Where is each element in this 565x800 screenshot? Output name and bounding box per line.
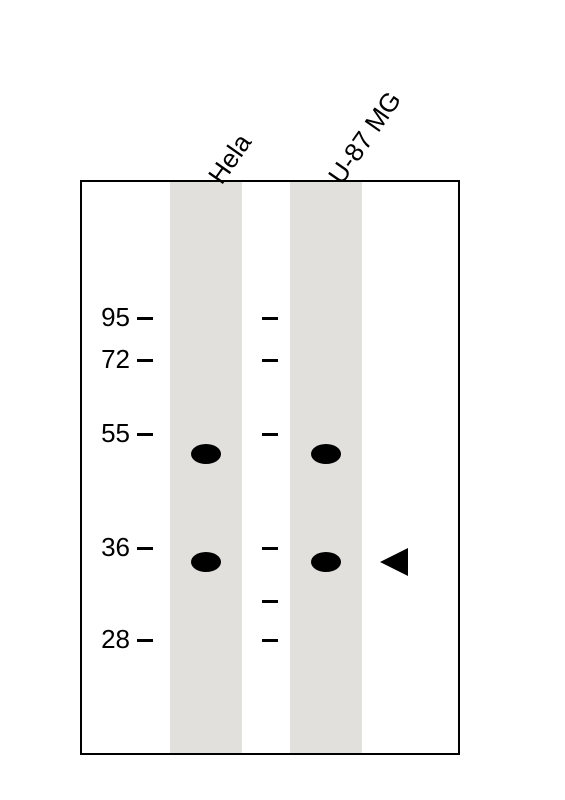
lane-hela (170, 182, 242, 753)
lane-u87mg (290, 182, 362, 753)
tick-mid-72 (262, 359, 278, 362)
tick-mid-36 (262, 547, 278, 550)
band-hela-lower (191, 552, 221, 572)
mw-label-36: 36 (86, 532, 130, 563)
tick-mid-extra (262, 600, 278, 603)
tick-left-95 (137, 317, 153, 320)
mw-label-28: 28 (86, 624, 130, 655)
band-u87-lower (311, 552, 341, 572)
tick-mid-28 (262, 639, 278, 642)
blot-frame (80, 180, 460, 755)
tick-mid-55 (262, 433, 278, 436)
band-u87-upper (311, 444, 341, 464)
mw-label-72: 72 (86, 344, 130, 375)
tick-mid-95 (262, 317, 278, 320)
tick-left-72 (137, 359, 153, 362)
tick-left-36 (137, 547, 153, 550)
target-arrow-icon (380, 548, 408, 576)
mw-label-95: 95 (86, 302, 130, 333)
band-hela-upper (191, 444, 221, 464)
tick-left-28 (137, 639, 153, 642)
mw-label-55: 55 (86, 418, 130, 449)
lane-label-u87mg: U-87 MG (322, 86, 408, 190)
tick-left-55 (137, 433, 153, 436)
